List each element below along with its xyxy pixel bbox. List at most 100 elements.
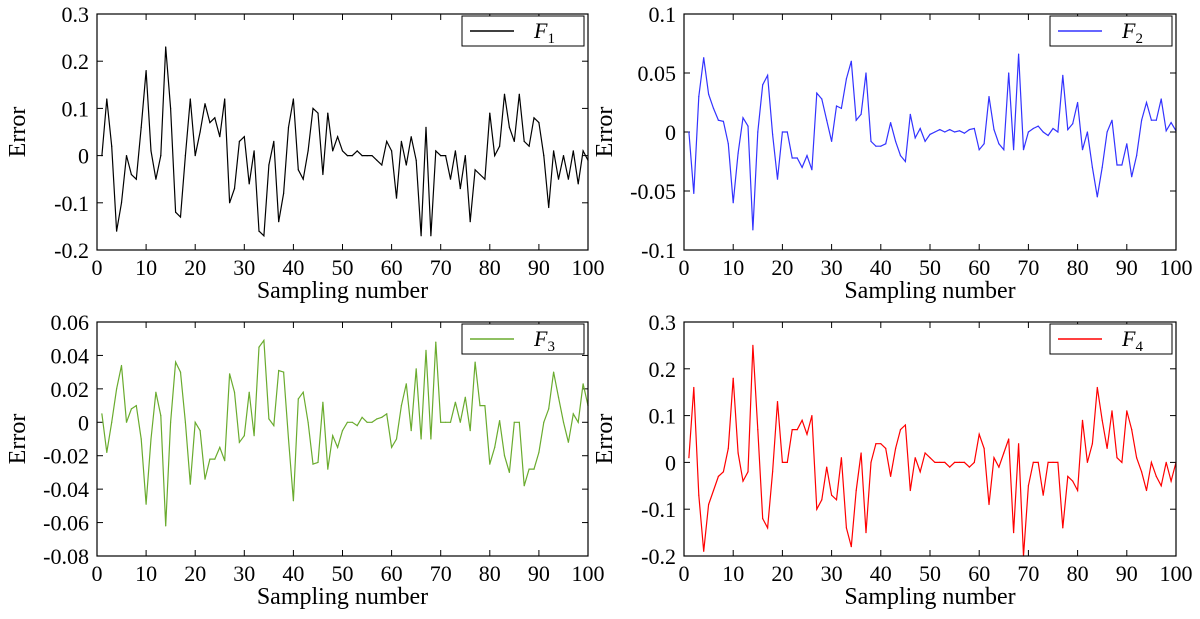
data-point	[233, 391, 236, 393]
data-point	[479, 405, 481, 407]
data-point	[562, 155, 565, 157]
data-point	[400, 140, 402, 142]
data-point	[459, 421, 461, 423]
data-point	[381, 416, 383, 418]
data-point	[1136, 155, 1138, 157]
series-line-f3	[101, 338, 589, 526]
data-point	[464, 155, 466, 157]
data-point	[224, 98, 226, 100]
plot-frame	[96, 13, 589, 251]
data-point	[1047, 461, 1049, 463]
data-point	[708, 93, 710, 95]
data-point	[840, 107, 843, 109]
y-tick-label: 0.2	[649, 357, 677, 382]
x-tick-label: 30	[821, 561, 843, 586]
data-point	[742, 117, 744, 119]
data-point	[435, 150, 437, 152]
data-point	[395, 438, 398, 440]
data-point	[801, 166, 803, 168]
data-point	[130, 408, 132, 410]
data-point	[376, 418, 378, 420]
data-point	[791, 429, 793, 431]
data-point	[1042, 494, 1044, 496]
x-tick-label: 50	[332, 255, 354, 280]
data-point	[993, 129, 995, 131]
data-point	[523, 485, 525, 487]
x-tick-label: 10	[722, 561, 744, 586]
data-point	[459, 188, 461, 190]
legend-label-base: F	[533, 18, 548, 43]
data-point	[263, 339, 265, 341]
data-point	[469, 221, 471, 223]
data-point	[557, 178, 560, 180]
y-tick-label: 0	[78, 144, 89, 169]
data-point	[386, 140, 388, 142]
data-point	[489, 463, 491, 465]
data-point	[1096, 196, 1098, 198]
data-point	[503, 93, 506, 95]
data-point	[1062, 74, 1064, 76]
data-point	[116, 230, 118, 232]
x-tick-label: 0	[679, 561, 690, 586]
data-point	[204, 478, 206, 480]
data-point	[1101, 166, 1103, 168]
data-point	[816, 92, 818, 94]
data-point	[140, 126, 142, 128]
data-point	[513, 140, 515, 142]
y-axis-title: Error	[5, 414, 31, 465]
data-point	[543, 155, 545, 157]
data-point	[175, 361, 177, 363]
y-tick-label: 0	[665, 120, 676, 145]
data-point	[703, 550, 705, 552]
data-point	[993, 457, 995, 459]
y-tick-label: 0.04	[51, 343, 90, 368]
data-point	[1111, 410, 1113, 412]
data-point	[688, 131, 690, 133]
y-tick-label: -0.1	[641, 238, 676, 263]
x-tick-label: 30	[821, 255, 843, 280]
data-point	[553, 150, 555, 152]
data-point	[189, 483, 191, 485]
chart-panel-f2: 0 10 20 30 40 50 60 70 80 90 100 -0.1 -0.05 0 0.05 0.1 S…	[592, 2, 1193, 304]
data-point	[454, 150, 456, 152]
legend-label-base: F	[1121, 326, 1136, 351]
data-point	[106, 451, 108, 453]
data-point	[1165, 461, 1167, 463]
data-point	[708, 503, 710, 506]
data-point	[155, 391, 157, 393]
data-point	[332, 435, 334, 437]
x-axis-title: Sampling number	[844, 278, 1015, 304]
data-point	[1052, 127, 1054, 130]
data-point	[890, 122, 892, 124]
data-point	[885, 447, 887, 449]
x-tick-label: 30	[233, 255, 255, 280]
data-point	[219, 136, 221, 138]
y-axis-title: Error	[5, 107, 31, 158]
data-point	[944, 461, 946, 463]
data-point	[1077, 101, 1079, 104]
data-point	[430, 235, 432, 237]
data-point	[508, 471, 510, 473]
x-tick-label: 0	[92, 561, 103, 586]
data-point	[445, 421, 447, 423]
x-tick-label: 80	[1067, 255, 1089, 280]
data-point	[811, 415, 813, 417]
data-point	[1037, 461, 1039, 463]
data-point	[752, 229, 754, 231]
data-point	[954, 461, 956, 463]
data-point	[895, 140, 897, 142]
data-point	[312, 463, 314, 465]
data-point	[371, 421, 373, 423]
data-point	[351, 421, 353, 423]
data-point	[1042, 131, 1044, 133]
data-point	[939, 461, 941, 463]
data-point	[229, 202, 231, 204]
data-point	[875, 145, 877, 147]
data-point	[1121, 461, 1123, 463]
data-point	[1170, 480, 1172, 482]
data-point	[1081, 419, 1084, 421]
data-point	[904, 160, 907, 163]
legend-label-base: F	[1121, 18, 1136, 43]
x-tick-label: 40	[282, 561, 304, 586]
data-point	[179, 371, 182, 373]
